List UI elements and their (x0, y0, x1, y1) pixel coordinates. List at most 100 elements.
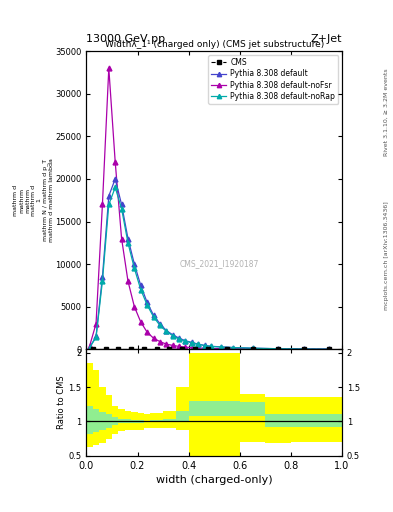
Pythia 8.308 default (183, 337, 188, 344)
Pythia 8.308 default-noRap (170, 332, 175, 338)
Pythia 8.308 default (218, 344, 223, 350)
CMS (276, 346, 281, 352)
Pythia 8.308 default (209, 343, 213, 349)
Pythia 8.308 default (177, 335, 182, 341)
Pythia 8.308 default-noFsr (94, 321, 98, 327)
Pythia 8.308 default (189, 339, 194, 346)
Pythia 8.308 default-noRap (145, 302, 149, 308)
Pythia 8.308 default-noRap (113, 184, 118, 190)
Y-axis label: mathrm d
mathrm
mathrm
mathrm d
1
mathrm N / mathrm d p_T
mathrm d mathrm lambda: mathrm d mathrm mathrm mathrm d 1 mathrm… (13, 158, 54, 242)
Pythia 8.308 default-noRap (250, 345, 255, 351)
Pythia 8.308 default-noFsr (327, 346, 332, 352)
CMS (129, 346, 134, 352)
Pythia 8.308 default-noRap (100, 278, 105, 284)
Pythia 8.308 default-noFsr (119, 236, 124, 242)
Pythia 8.308 default-noRap (218, 344, 223, 350)
Pythia 8.308 default-noRap (158, 323, 162, 329)
Pythia 8.308 default-noRap (327, 346, 332, 352)
Pythia 8.308 default-noRap (138, 287, 143, 293)
Pythia 8.308 default (87, 345, 92, 351)
Pythia 8.308 default-noRap (107, 201, 111, 207)
Pythia 8.308 default-noFsr (138, 319, 143, 325)
Pythia 8.308 default-noRap (177, 336, 182, 342)
Pythia 8.308 default (170, 332, 175, 338)
Text: 13000 GeV pp: 13000 GeV pp (86, 33, 165, 44)
Pythia 8.308 default-noRap (209, 344, 213, 350)
Pythia 8.308 default-noFsr (100, 201, 105, 207)
Line: Pythia 8.308 default-noRap: Pythia 8.308 default-noRap (87, 185, 332, 352)
Pythia 8.308 default-noRap (164, 328, 169, 334)
Pythia 8.308 default (107, 193, 111, 199)
Pythia 8.308 default-noRap (119, 206, 124, 212)
Line: Pythia 8.308 default-noFsr: Pythia 8.308 default-noFsr (87, 66, 332, 352)
Pythia 8.308 default-noFsr (189, 345, 194, 351)
Pythia 8.308 default-noRap (231, 345, 236, 351)
Pythia 8.308 default-noRap (132, 265, 137, 271)
Pythia 8.308 default-noFsr (158, 338, 162, 345)
CMS (90, 346, 95, 352)
Pythia 8.308 default (158, 321, 162, 327)
Pythia 8.308 default-noRap (87, 345, 92, 351)
Pythia 8.308 default-noFsr (276, 346, 281, 352)
CMS (141, 346, 146, 352)
Pythia 8.308 default-noRap (126, 240, 130, 246)
Line: Pythia 8.308 default: Pythia 8.308 default (87, 177, 332, 352)
Legend: CMS, Pythia 8.308 default, Pythia 8.308 default-noFsr, Pythia 8.308 default-noRa: CMS, Pythia 8.308 default, Pythia 8.308 … (208, 55, 338, 104)
Text: mcplots.cern.ch [arXiv:1306.3436]: mcplots.cern.ch [arXiv:1306.3436] (384, 202, 389, 310)
Line: CMS: CMS (91, 348, 331, 351)
Pythia 8.308 default (126, 236, 130, 242)
Pythia 8.308 default-noFsr (87, 343, 92, 349)
Pythia 8.308 default (327, 346, 332, 352)
Pythia 8.308 default (138, 282, 143, 288)
Pythia 8.308 default-noFsr (218, 346, 223, 352)
Pythia 8.308 default-noRap (94, 334, 98, 340)
Pythia 8.308 default (250, 345, 255, 351)
CMS (327, 346, 332, 352)
CMS (225, 346, 230, 352)
Pythia 8.308 default-noFsr (151, 335, 156, 341)
Pythia 8.308 default-noRap (189, 340, 194, 346)
Pythia 8.308 default-noRap (276, 346, 281, 352)
Pythia 8.308 default (100, 274, 105, 280)
Pythia 8.308 default (196, 341, 200, 347)
CMS (250, 346, 255, 352)
Text: Rivet 3.1.10, ≥ 3.2M events: Rivet 3.1.10, ≥ 3.2M events (384, 69, 389, 157)
Pythia 8.308 default (164, 328, 169, 334)
Pythia 8.308 default (145, 300, 149, 306)
Pythia 8.308 default (119, 201, 124, 207)
Text: Z+Jet: Z+Jet (310, 33, 342, 44)
Pythia 8.308 default-noFsr (209, 346, 213, 352)
CMS (180, 346, 185, 352)
CMS (167, 346, 172, 352)
CMS (154, 346, 159, 352)
Pythia 8.308 default (276, 346, 281, 352)
Pythia 8.308 default-noFsr (202, 345, 207, 351)
CMS (103, 346, 108, 352)
Y-axis label: Ratio to CMS: Ratio to CMS (57, 376, 66, 429)
Pythia 8.308 default (94, 333, 98, 339)
X-axis label: width (charged-only): width (charged-only) (156, 475, 272, 485)
Pythia 8.308 default (202, 343, 207, 349)
Title: Widthλ_1¹ (charged only) (CMS jet substructure): Widthλ_1¹ (charged only) (CMS jet substr… (105, 40, 324, 49)
Pythia 8.308 default (151, 312, 156, 318)
Pythia 8.308 default-noRap (301, 346, 306, 352)
Text: CMS_2021_I1920187: CMS_2021_I1920187 (180, 259, 259, 268)
Pythia 8.308 default-noRap (196, 341, 200, 347)
Pythia 8.308 default-noFsr (231, 346, 236, 352)
Pythia 8.308 default (301, 346, 306, 352)
Pythia 8.308 default-noFsr (164, 341, 169, 347)
CMS (206, 346, 210, 352)
Pythia 8.308 default (113, 176, 118, 182)
Pythia 8.308 default (231, 345, 236, 351)
Pythia 8.308 default-noRap (183, 338, 188, 344)
Pythia 8.308 default-noFsr (250, 346, 255, 352)
Pythia 8.308 default (132, 261, 137, 267)
Pythia 8.308 default-noFsr (145, 329, 149, 335)
Pythia 8.308 default-noFsr (177, 344, 182, 350)
Pythia 8.308 default-noFsr (107, 65, 111, 71)
Pythia 8.308 default-noRap (202, 343, 207, 349)
Pythia 8.308 default-noFsr (126, 278, 130, 284)
Pythia 8.308 default-noFsr (196, 345, 200, 351)
Pythia 8.308 default-noFsr (113, 159, 118, 165)
CMS (116, 346, 121, 352)
